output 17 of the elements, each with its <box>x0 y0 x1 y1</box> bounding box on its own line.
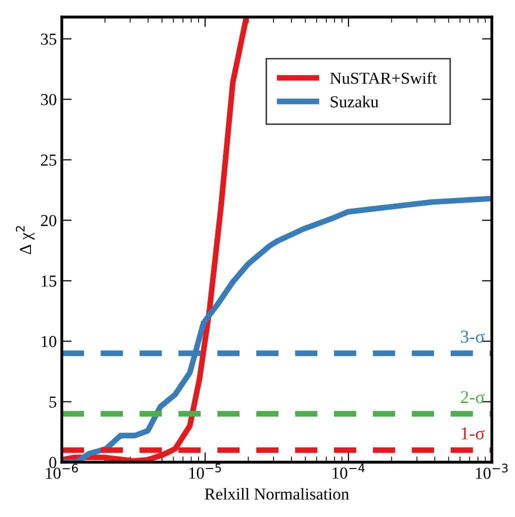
legend-label: Suzaku <box>330 96 378 108</box>
ref-line-label: 3-σ <box>460 330 485 343</box>
x-tick-label: 10$^{−3}$ <box>476 464 508 479</box>
x-tick-label: 10$^{−4}$ <box>332 464 365 479</box>
y-tick-label: 15 <box>42 276 56 287</box>
x-tick-label: 10$^{−5}$ <box>189 464 221 479</box>
legend-label: NuSTAR+Swift <box>330 72 437 84</box>
y-axis-title: Δ χ$^{2}$ <box>16 226 34 254</box>
ref-line-label: 2-σ <box>460 391 485 404</box>
y-tick-label: 20 <box>41 214 56 226</box>
y-tick-label: 10 <box>42 336 56 348</box>
y-tick-label: 30 <box>41 94 56 106</box>
x-axis-title: Relxill Normalisation <box>204 488 350 500</box>
ref-line-label: 1-σ <box>462 427 485 440</box>
y-tick-label: 5 <box>50 396 56 408</box>
y-tick-label: 25 <box>41 154 56 166</box>
y-tick-label: 35 <box>41 34 56 45</box>
